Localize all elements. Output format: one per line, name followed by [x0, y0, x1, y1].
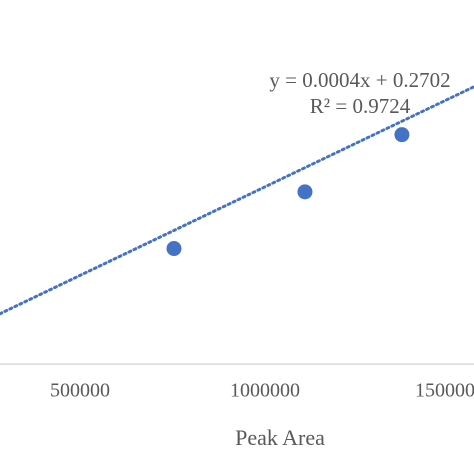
trendline-equation: y = 0.0004x + 0.2702: [269, 68, 450, 92]
data-point: [394, 127, 410, 143]
data-point: [166, 241, 182, 257]
trendline-r-squared: R² = 0.9724: [310, 94, 411, 118]
x-tick-label: 1000000: [230, 380, 300, 402]
x-tick-label: 1500000: [415, 380, 474, 402]
x-tick-label: 500000: [50, 380, 110, 402]
trendline: [0, 85, 474, 316]
data-point: [297, 184, 313, 200]
x-axis-label: Peak Area: [235, 425, 325, 450]
